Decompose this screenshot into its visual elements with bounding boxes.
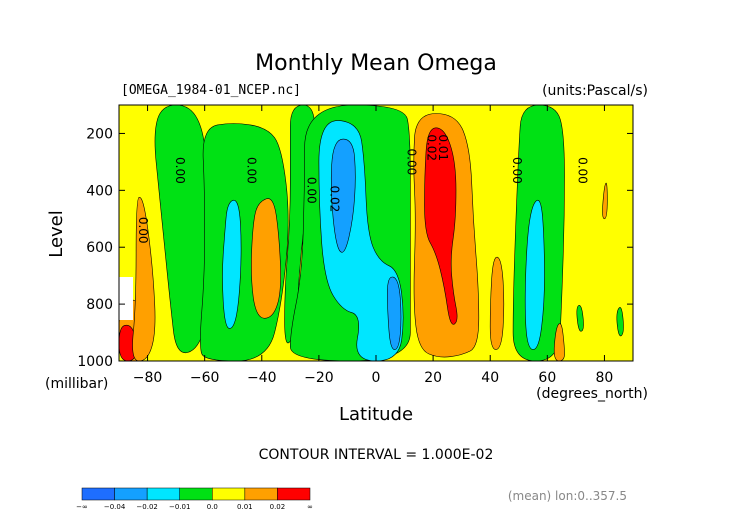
contour-value-label: 0.00	[136, 217, 150, 244]
contour-value-label: 0.00	[576, 157, 590, 184]
x-axis-title: Latitude	[339, 404, 413, 425]
x-tick-label: −20	[304, 370, 334, 386]
colorbar-swatch	[244, 487, 278, 501]
contour-value-label: 0.00	[510, 157, 524, 184]
y-tick-label: 1000	[77, 354, 113, 370]
y-tick-label: 400	[86, 183, 113, 199]
colorbar-label: 0.02	[270, 503, 286, 511]
contour-region-neg3	[387, 276, 402, 350]
colorbar-label: −∞	[76, 503, 88, 511]
x-tick-label: −80	[133, 370, 163, 386]
contour-region-neg2	[222, 199, 242, 329]
contour-region-neg1	[576, 305, 584, 332]
colorbar-swatch	[146, 487, 180, 501]
contour-region-neg3	[330, 138, 356, 253]
contour-region-pos1	[132, 196, 156, 362]
x-tick-label: 20	[424, 370, 442, 386]
x-tick-label: 0	[372, 370, 381, 386]
contour-value-label: 0.00	[173, 157, 187, 184]
contour-value-label: 0.02	[424, 134, 438, 161]
contour-interval-text: CONTOUR INTERVAL = 1.000E-02	[259, 447, 494, 463]
x-tick-label: 40	[481, 370, 499, 386]
y-axis-title: Level	[46, 210, 67, 258]
contour-value-label: 0.01	[436, 134, 450, 161]
plot-area: 0.000.00 0.000.00 0.020.000.020.010.00 0.00…	[77, 104, 634, 386]
footnote: (mean) lon:0..357.5	[508, 489, 627, 503]
colorbar: −∞ −0.04 −0.02 −0.01 0.0 0.01 0.02 ∞	[76, 487, 313, 511]
x-tick-label: 60	[538, 370, 556, 386]
contour-region-pos1	[489, 256, 505, 350]
contour-region-neg1	[616, 307, 624, 337]
colorbar-label: 0.0	[207, 503, 218, 511]
chart-title: Monthly Mean Omega	[255, 51, 497, 76]
contour-region-pos2	[424, 127, 458, 325]
contour-labels: 0.000.00 0.000.00 0.020.000.020.010.00 0.00	[136, 134, 590, 243]
file-label: [OMEGA_1984-01_NCEP.nc]	[121, 83, 301, 98]
y-units-label: (millibar)	[45, 376, 108, 392]
colorbar-label: −0.02	[136, 503, 157, 511]
x-tick-label: 80	[596, 370, 614, 386]
colorbar-swatch	[81, 487, 115, 501]
contour-value-label: 0.00	[244, 157, 258, 184]
colorbar-label: 0.01	[237, 503, 253, 511]
colorbar-swatch	[179, 487, 213, 501]
y-tick-label: 200	[86, 126, 113, 142]
contour-value-label: 0.02	[327, 186, 341, 213]
contour-region-pos1	[602, 182, 608, 220]
contour-value-label: 0.00	[304, 177, 318, 204]
colorbar-label: ∞	[307, 503, 313, 511]
colorbar-swatch	[114, 487, 148, 501]
contour-value-label: 0.00	[404, 149, 418, 176]
x-tick-label: −60	[190, 370, 220, 386]
contour-region-pos1	[251, 198, 281, 319]
y-tick-label: 800	[86, 297, 113, 313]
y-tick-label: 600	[86, 240, 113, 256]
contour-regions	[118, 104, 624, 362]
colorbar-label: −0.04	[104, 503, 126, 511]
x-tick-label: −40	[247, 370, 277, 386]
colorbar-label: −0.01	[169, 503, 190, 511]
x-axis-ticks: −80 −60 −40 −20 0 20 40 60 80	[133, 105, 614, 386]
colorbar-swatch	[212, 487, 246, 501]
contour-region-neg2	[524, 199, 545, 350]
colorbar-swatch	[277, 487, 311, 501]
units-label: (units:Pascal/s)	[542, 83, 648, 99]
missing-data-patch	[119, 277, 133, 320]
x-units-label: (degrees_north)	[536, 386, 648, 402]
y-axis-ticks: 200 400 600 800 1000	[77, 126, 633, 370]
